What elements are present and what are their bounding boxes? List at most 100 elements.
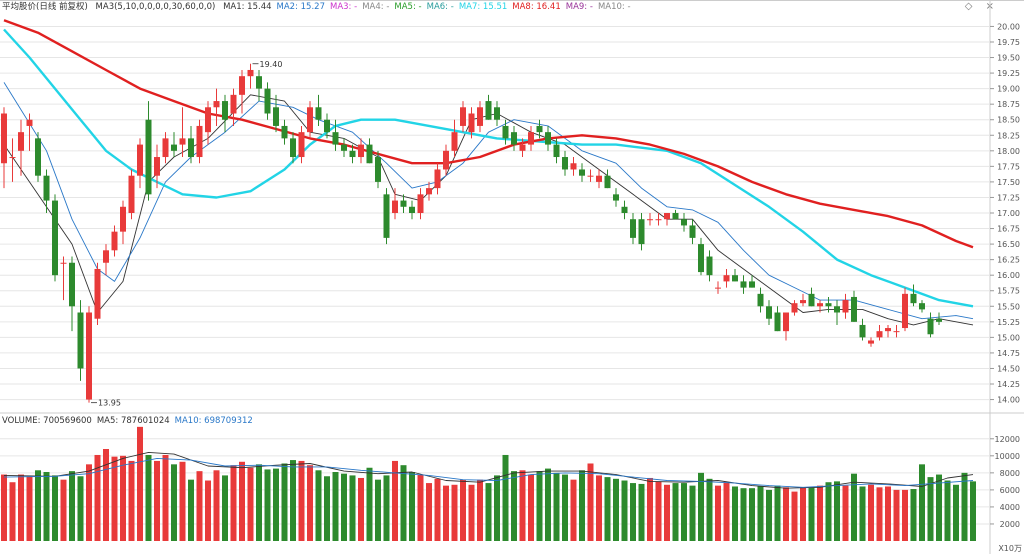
volume-bar <box>451 484 458 541</box>
volume-tick-label: 12000 <box>995 435 1020 444</box>
price-tick-label: 17.75 <box>997 162 1020 171</box>
volume-bar <box>553 472 560 541</box>
candle-body <box>519 144 526 151</box>
volume-bar <box>715 485 721 541</box>
candle-body <box>545 132 551 145</box>
candle-body <box>638 219 645 245</box>
price-tick-label: 18.75 <box>997 100 1020 109</box>
volume-bar <box>570 479 577 541</box>
legend-params: MA3(5,10,0,0,0,0,30,60,0,0) <box>95 2 216 12</box>
price-tick-label: 19.50 <box>997 54 1020 63</box>
candle-body <box>902 293 908 329</box>
volume-bar <box>953 484 959 541</box>
volume-bar <box>808 487 815 541</box>
candle-body <box>715 287 721 289</box>
candle-body <box>655 219 662 221</box>
volume-bar <box>468 484 475 541</box>
candle-body <box>851 296 857 322</box>
volume-bar <box>919 464 925 541</box>
candle-body <box>664 213 670 220</box>
price-tick-label: 20.00 <box>997 22 1020 31</box>
candle-body <box>392 200 398 213</box>
volume-bar <box>213 470 220 541</box>
volume-bar <box>60 479 67 541</box>
volume-bar <box>375 479 381 541</box>
candle-body <box>672 213 679 220</box>
candle-body <box>154 157 160 176</box>
volume-bar <box>545 468 551 541</box>
volume-bar <box>681 483 687 541</box>
volume-bar <box>494 475 500 541</box>
candle-body <box>86 312 92 400</box>
volume-bar <box>9 482 16 541</box>
candle-body <box>698 244 704 273</box>
legend-item: MA2: 15.27 <box>276 2 325 12</box>
volume-bar <box>936 474 942 541</box>
volume-bar <box>655 481 662 541</box>
volume-bar <box>26 476 33 541</box>
volume-bar <box>205 480 211 541</box>
candle-body <box>502 125 509 139</box>
candle-body <box>43 175 50 201</box>
price-tick-label: 17.00 <box>997 209 1020 218</box>
candle-body <box>842 300 849 313</box>
candle-body <box>494 107 500 120</box>
candle-body <box>868 340 874 344</box>
candle-body <box>341 144 347 151</box>
candle-body <box>324 119 330 133</box>
candle-body <box>766 306 772 319</box>
volume-bar <box>196 471 203 541</box>
price-tick-label: 19.75 <box>997 38 1020 47</box>
volume-bar <box>307 465 313 541</box>
volume-bar <box>672 483 679 541</box>
candle-body <box>35 138 41 176</box>
candle-body <box>256 76 262 89</box>
volume-bar <box>647 477 653 541</box>
candle-body <box>528 132 534 145</box>
volume-legend-item: MA10: 698709312 <box>174 416 253 426</box>
price-tick-label: 18.50 <box>997 116 1020 125</box>
volume-bar <box>961 472 968 541</box>
volume-bar <box>341 473 347 541</box>
volume-bar <box>230 465 237 541</box>
candle-body <box>400 200 407 207</box>
candle-body <box>468 113 475 133</box>
volume-bar <box>477 479 483 541</box>
candle-body <box>927 318 934 335</box>
volume-bar <box>893 489 900 541</box>
legend-item: MA3: - <box>330 2 358 12</box>
candle-body <box>443 150 449 170</box>
diamond-icon[interactable]: ◇ <box>964 1 973 12</box>
ma-line-ma2 <box>3 82 974 320</box>
volume-bar <box>927 477 934 541</box>
candle-body <box>621 206 628 213</box>
legend-title: 平均股价(日线 前复权) <box>2 2 88 12</box>
volume-bar <box>834 481 840 541</box>
volume-bar <box>366 467 373 541</box>
volume-tick-label: 10000 <box>995 452 1020 461</box>
volume-bar <box>689 485 696 541</box>
candle-body <box>383 194 390 238</box>
volume-bar <box>460 479 466 541</box>
candle-body <box>417 194 424 213</box>
candle-body <box>800 300 806 304</box>
candle-body <box>434 169 441 189</box>
candle-body <box>936 318 942 322</box>
candle-body <box>613 194 619 201</box>
volume-bar <box>426 483 432 541</box>
volume-tick-label: 2000 <box>1000 520 1020 529</box>
volume-bar <box>825 482 832 541</box>
candle-body <box>757 293 764 307</box>
candle-body <box>171 144 177 151</box>
price-tick-label: 16.00 <box>997 271 1020 280</box>
volume-bar <box>859 486 866 541</box>
price-tick-label: 17.25 <box>997 193 1020 202</box>
volume-bar <box>698 472 704 541</box>
volume-bar <box>638 483 645 541</box>
volume-legend: VOLUME: 700569600 MA5: 787601024 MA10: 698… <box>2 416 258 426</box>
candle-body <box>315 107 322 120</box>
volume-bar <box>358 477 364 541</box>
volume-bar <box>757 486 764 541</box>
volume-bar <box>502 454 509 541</box>
